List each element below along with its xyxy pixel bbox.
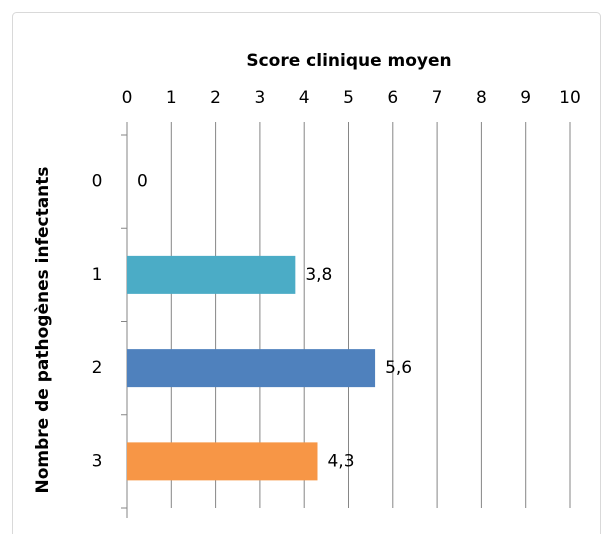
x-tick-label: 7: [432, 88, 443, 108]
x-tick-label: 9: [520, 88, 531, 108]
y-tick-label: 1: [92, 265, 103, 285]
x-tick-label: 10: [559, 88, 581, 108]
y-tick-label: 3: [92, 451, 103, 471]
x-tick-label: 5: [343, 88, 354, 108]
x-tick-label: 8: [476, 88, 487, 108]
x-tick-label: 6: [387, 88, 398, 108]
x-tick-label: 1: [166, 88, 177, 108]
y-tick-label: 0: [92, 172, 103, 192]
chart-title: Score clinique moyen: [246, 51, 451, 71]
y-tick-label: 2: [92, 358, 103, 378]
bar: [127, 349, 376, 388]
chart-border: [12, 12, 601, 534]
x-tick-label: 0: [122, 88, 133, 108]
data-label: 5,6: [385, 358, 412, 378]
y-axis-title: Nombre de pathogènes infectants: [33, 166, 53, 493]
data-label: 3,8: [305, 265, 332, 285]
data-label: 0: [137, 172, 148, 192]
x-tick-label: 4: [299, 88, 310, 108]
x-tick-label: 3: [254, 88, 265, 108]
bar: [127, 255, 296, 294]
data-label: 4,3: [327, 451, 354, 471]
bar: [127, 442, 318, 481]
x-tick-label: 2: [210, 88, 221, 108]
